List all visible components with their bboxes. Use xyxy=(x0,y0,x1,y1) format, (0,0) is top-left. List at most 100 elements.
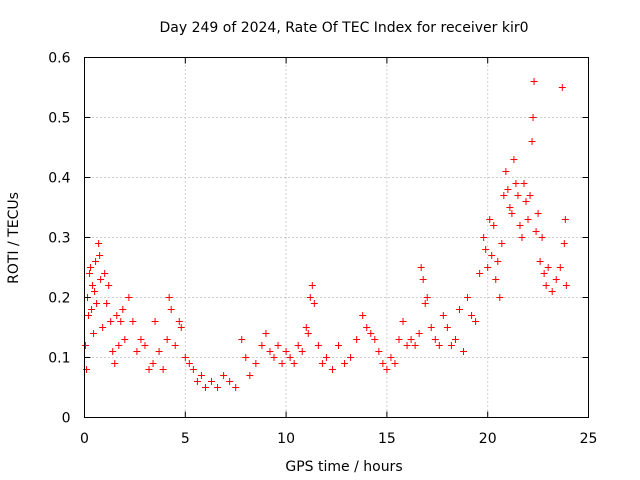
y-tick-label: 0.6 xyxy=(48,51,70,67)
data-point-marker xyxy=(439,312,447,319)
data-point-marker xyxy=(109,348,117,355)
data-point-marker xyxy=(502,168,510,175)
data-point-marker xyxy=(540,270,548,277)
data-point-marker xyxy=(464,294,472,301)
data-point-marker xyxy=(308,282,316,289)
data-point-marker xyxy=(522,198,530,205)
data-point-marker xyxy=(258,342,266,349)
data-point-marker xyxy=(97,276,105,283)
data-points xyxy=(82,78,570,391)
data-point-marker xyxy=(232,384,240,391)
data-point-marker xyxy=(526,192,534,199)
data-point-marker xyxy=(149,360,157,367)
data-point-marker xyxy=(375,348,383,355)
data-point-marker xyxy=(220,372,228,379)
data-point-marker xyxy=(490,222,498,229)
y-tick-label: 0.5 xyxy=(48,111,70,127)
data-point-marker xyxy=(262,330,270,337)
x-tick-label: 5 xyxy=(181,431,190,447)
data-point-marker xyxy=(189,366,197,373)
data-point-marker xyxy=(500,192,508,199)
data-point-marker xyxy=(484,264,492,271)
data-point-marker xyxy=(137,336,145,343)
data-point-marker xyxy=(286,354,294,361)
y-tick-label: 0.2 xyxy=(48,291,70,307)
data-point-marker xyxy=(395,336,403,343)
data-point-marker xyxy=(88,306,96,313)
data-point-marker xyxy=(492,276,500,283)
data-point-marker xyxy=(353,336,361,343)
data-point-marker xyxy=(226,378,234,385)
data-point-marker xyxy=(304,330,312,337)
data-point-marker xyxy=(480,234,488,241)
data-point-marker xyxy=(159,366,167,373)
data-point-marker xyxy=(306,294,314,301)
data-point-marker xyxy=(427,324,435,331)
data-point-marker xyxy=(447,342,455,349)
data-point-marker xyxy=(302,324,310,331)
data-point-marker xyxy=(347,354,355,361)
data-point-marker xyxy=(403,342,411,349)
data-point-marker xyxy=(363,324,371,331)
x-axis-label: GPS time / hours xyxy=(285,459,402,475)
data-point-marker xyxy=(335,342,343,349)
y-tick-label: 0.1 xyxy=(48,351,70,367)
data-point-marker xyxy=(163,336,171,343)
data-point-marker xyxy=(558,84,566,91)
data-point-marker xyxy=(486,216,494,223)
chart-title: Day 249 of 2024, Rate Of TEC Index for r… xyxy=(159,20,528,36)
data-point-marker xyxy=(294,342,302,349)
data-point-marker xyxy=(274,342,282,349)
grid-lines xyxy=(84,57,589,418)
data-point-marker xyxy=(310,300,318,307)
data-point-marker xyxy=(488,252,496,259)
data-point-marker xyxy=(82,342,90,349)
data-point-marker xyxy=(93,300,101,307)
data-point-marker xyxy=(89,282,97,289)
data-point-marker xyxy=(90,330,98,337)
data-point-marker xyxy=(383,366,391,373)
data-point-marker xyxy=(117,318,125,325)
y-axis-label: ROTI / TECUs xyxy=(6,192,22,284)
data-point-marker xyxy=(510,156,518,163)
data-point-marker xyxy=(175,318,183,325)
data-point-marker xyxy=(197,372,205,379)
data-point-marker xyxy=(151,318,159,325)
y-tick-label: 0 xyxy=(62,411,71,427)
data-point-marker xyxy=(85,312,93,319)
data-point-marker xyxy=(532,228,540,235)
data-point-marker xyxy=(185,360,193,367)
data-point-marker xyxy=(411,342,419,349)
data-point-marker xyxy=(95,240,103,247)
data-point-marker xyxy=(282,348,290,355)
data-point-marker xyxy=(504,186,512,193)
x-axis-tick-labels: 0 5 10 15 20 25 xyxy=(80,431,597,447)
data-point-marker xyxy=(359,312,367,319)
data-point-marker xyxy=(435,342,443,349)
data-point-marker xyxy=(415,330,423,337)
data-point-marker xyxy=(252,360,260,367)
data-point-marker xyxy=(530,78,538,85)
data-point-marker xyxy=(115,342,123,349)
data-point-marker xyxy=(542,282,550,289)
data-point-marker xyxy=(552,276,560,283)
data-point-marker xyxy=(556,264,564,271)
data-point-marker xyxy=(101,270,109,277)
data-point-marker xyxy=(367,330,375,337)
x-tick-label: 10 xyxy=(277,431,295,447)
data-point-marker xyxy=(105,282,113,289)
data-point-marker xyxy=(246,372,254,379)
data-point-marker xyxy=(193,378,201,385)
data-point-marker xyxy=(518,234,526,241)
data-point-marker xyxy=(451,336,459,343)
data-point-marker xyxy=(472,318,480,325)
data-point-marker xyxy=(181,354,189,361)
data-point-marker xyxy=(417,264,425,271)
data-point-marker xyxy=(538,234,546,241)
data-point-marker xyxy=(423,294,431,301)
data-point-marker xyxy=(524,216,532,223)
data-point-marker xyxy=(548,288,556,295)
data-point-marker xyxy=(92,258,100,265)
data-point-marker xyxy=(165,294,173,301)
data-point-marker xyxy=(278,360,286,367)
